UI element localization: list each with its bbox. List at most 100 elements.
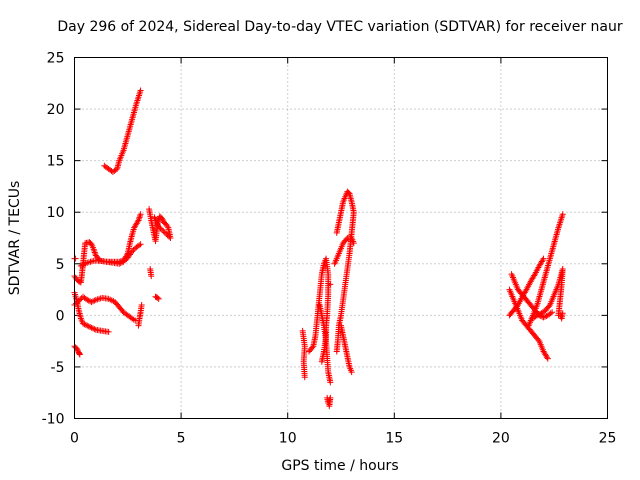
series-s9 [147,265,155,280]
y-tick-label: -5 [51,360,65,376]
plot-frame [74,57,608,419]
data-point [540,255,547,262]
data-point [164,232,171,239]
series-s22 [506,255,547,319]
y-tick-label: 0 [56,308,65,324]
data-point [535,311,542,318]
series-s1 [71,255,79,262]
data-point [157,225,164,232]
data-point [318,358,325,365]
y-axis-label: SDTVAR / TECUs [7,181,23,296]
data-point [138,302,145,309]
data-points [71,87,566,410]
data-point [158,215,165,222]
data-point [156,223,163,230]
data-point [91,297,98,304]
series-s7 [77,241,144,269]
x-tick-label: 15 [385,431,403,447]
data-point [76,278,83,285]
data-point [327,281,334,288]
data-point [522,288,529,295]
series-s12 [299,327,308,381]
data-point [535,336,542,343]
data-point [91,326,98,333]
data-point [82,321,89,328]
data-point [326,403,333,410]
data-point [89,258,96,265]
series-s8 [101,87,144,175]
data-point [540,314,547,321]
data-point [134,218,141,225]
data-point [85,297,92,304]
data-point [163,230,170,237]
data-point [76,350,83,357]
data-point [117,260,124,267]
series-s14 [316,302,334,386]
data-point [74,346,81,353]
series-s6 [135,302,145,329]
x-axis-label: GPS time / hours [281,458,398,474]
series-s15 [324,394,334,410]
x-tick-label: 5 [177,431,186,447]
data-point [549,309,556,316]
data-point [84,296,91,303]
data-point [136,242,143,249]
data-point [84,322,91,329]
data-point [531,272,538,279]
data-point [545,303,552,310]
data-point [88,298,95,305]
data-point [154,294,161,301]
y-tick-label: 10 [47,205,65,221]
series-s16 [327,281,334,288]
y-tick-label: 5 [56,257,65,273]
data-point [75,297,82,304]
data-point [81,321,88,328]
data-point [350,240,357,247]
series-s20 [506,286,551,362]
data-point [333,229,340,236]
data-point [137,211,144,218]
series-s19 [331,235,357,267]
series-s17 [333,188,357,355]
data-point [541,313,548,320]
data-point [159,216,166,223]
series-s25 [557,310,566,322]
data-point [327,379,334,386]
data-point [85,323,92,330]
data-point [155,295,162,302]
data-point [309,344,316,351]
data-point [161,229,168,236]
data-point [137,241,144,248]
data-point [80,320,87,327]
data-point [137,212,144,219]
data-point [89,325,96,332]
x-tick-label: 25 [599,431,617,447]
series-s24 [525,211,566,329]
x-tick-label: 0 [70,431,79,447]
series-s2 [71,343,83,358]
data-point [301,374,308,381]
data-point [105,328,112,335]
data-point [151,214,158,221]
data-point [158,226,165,233]
series-s10 [146,206,174,245]
y-tick-label: 20 [47,102,65,118]
x-tick-label: 20 [492,431,510,447]
data-point [121,257,128,264]
data-point [89,298,96,305]
data-point [127,314,134,321]
data-point [72,300,79,307]
data-point [87,324,94,331]
tick-labels: 0 5 10 15 20 25 -10 -5 0 5 10 15 20 25 [42,51,617,447]
data-point [129,248,136,255]
data-point [148,273,155,280]
x-tick-label: 10 [279,431,297,447]
data-point [348,369,355,376]
data-point [88,324,95,331]
y-tick-label: -10 [42,412,65,428]
data-point [76,351,83,358]
data-point [167,235,174,241]
data-point [130,247,137,254]
data-point [74,299,81,306]
data-point [160,228,167,235]
